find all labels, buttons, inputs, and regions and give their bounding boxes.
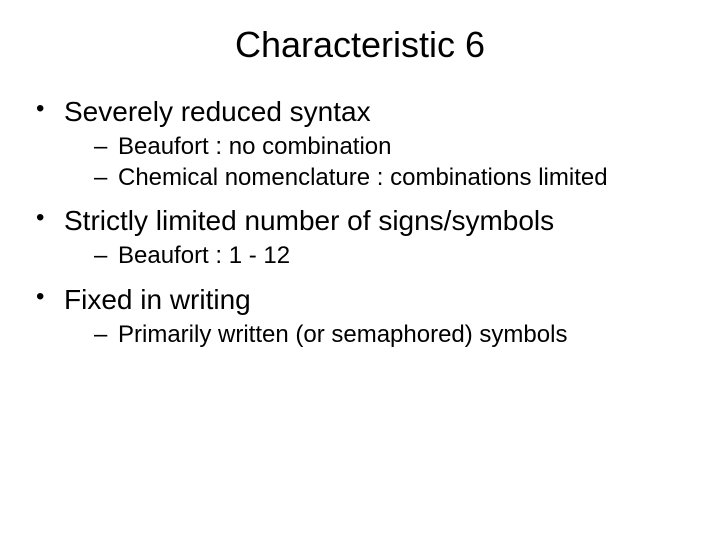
bullet-item: Fixed in writing Primarily written (or s… xyxy=(36,282,696,350)
sub-bullet-list: Beaufort : no combination Chemical nomen… xyxy=(64,131,696,193)
sub-bullet-list: Beaufort : 1 - 12 xyxy=(64,240,696,271)
sub-bullet-item: Beaufort : no combination xyxy=(64,131,696,162)
sub-bullet-item: Primarily written (or semaphored) symbol… xyxy=(64,319,696,350)
bullet-list: Severely reduced syntax Beaufort : no co… xyxy=(36,94,696,350)
sub-bullet-item: Beaufort : 1 - 12 xyxy=(64,240,696,271)
slide: Characteristic 6 Severely reduced syntax… xyxy=(0,0,720,540)
slide-title: Characteristic 6 xyxy=(0,0,720,74)
sub-bullet-list: Primarily written (or semaphored) symbol… xyxy=(64,319,696,350)
bullet-text: Strictly limited number of signs/symbols xyxy=(64,205,554,236)
sub-bullet-text: Primarily written (or semaphored) symbol… xyxy=(118,321,567,348)
slide-body: Severely reduced syntax Beaufort : no co… xyxy=(0,74,720,350)
sub-bullet-text: Beaufort : no combination xyxy=(118,133,392,160)
sub-bullet-text: Chemical nomenclature : combinations lim… xyxy=(118,164,608,191)
sub-bullet-text: Beaufort : 1 - 12 xyxy=(118,242,290,269)
bullet-item: Severely reduced syntax Beaufort : no co… xyxy=(36,94,696,193)
bullet-text: Fixed in writing xyxy=(64,284,251,315)
bullet-text: Severely reduced syntax xyxy=(64,96,371,127)
sub-bullet-item: Chemical nomenclature : combinations lim… xyxy=(64,162,696,193)
bullet-item: Strictly limited number of signs/symbols… xyxy=(36,203,696,271)
